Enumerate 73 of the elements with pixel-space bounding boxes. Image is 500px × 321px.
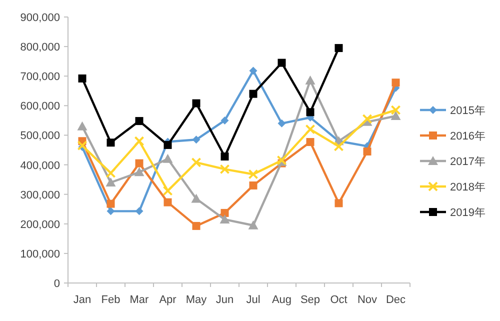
point bbox=[162, 154, 173, 163]
y-tick-label: 200,000 bbox=[20, 218, 60, 231]
y-tick-label: 100,000 bbox=[20, 248, 60, 260]
y-tick-label: 600,000 bbox=[20, 100, 60, 113]
point bbox=[191, 194, 202, 203]
point bbox=[135, 159, 144, 168]
point bbox=[278, 58, 286, 67]
point bbox=[220, 152, 229, 160]
x-tick-label: Aug bbox=[272, 294, 292, 306]
point bbox=[106, 207, 115, 216]
point bbox=[334, 141, 344, 152]
x-tick-label: Jun bbox=[216, 294, 234, 306]
point bbox=[78, 74, 86, 82]
x-tick-label: Feb bbox=[101, 294, 120, 306]
x-tick-label: Apr bbox=[159, 294, 177, 306]
point bbox=[134, 167, 144, 176]
point bbox=[164, 140, 172, 149]
x-tick-label: Mar bbox=[130, 294, 150, 306]
point bbox=[135, 207, 144, 216]
y-tick-label: 0 bbox=[54, 278, 60, 290]
point bbox=[305, 76, 316, 85]
x-tick-label: Nov bbox=[357, 294, 378, 306]
x-tick-label: May bbox=[186, 294, 208, 306]
point bbox=[77, 121, 88, 130]
point bbox=[164, 198, 172, 206]
point bbox=[220, 164, 230, 174]
point bbox=[249, 66, 258, 75]
point bbox=[278, 119, 286, 128]
point bbox=[306, 108, 314, 116]
point bbox=[162, 186, 173, 196]
point bbox=[305, 124, 316, 134]
point bbox=[192, 136, 200, 144]
y-tick-label: 800,000 bbox=[20, 42, 60, 54]
point bbox=[390, 105, 401, 116]
point bbox=[220, 214, 230, 224]
x-tick-label: Oct bbox=[330, 294, 348, 306]
point bbox=[191, 157, 202, 168]
point bbox=[106, 138, 115, 147]
point bbox=[106, 168, 116, 178]
point bbox=[249, 181, 258, 190]
point bbox=[362, 114, 372, 124]
point bbox=[220, 208, 229, 217]
legend-label: 2017年 bbox=[450, 156, 486, 168]
point bbox=[392, 78, 400, 87]
point bbox=[334, 199, 343, 208]
legend-label: 2018年 bbox=[450, 182, 486, 194]
x-tick-label: Jan bbox=[73, 294, 92, 306]
point bbox=[192, 222, 200, 230]
point bbox=[106, 178, 116, 187]
y-tick-label: 700,000 bbox=[20, 71, 60, 84]
point bbox=[77, 140, 88, 151]
x-tick-label: Jul bbox=[246, 294, 260, 306]
point bbox=[248, 220, 258, 230]
point bbox=[134, 136, 144, 146]
x-tick-label: Dec bbox=[386, 294, 406, 306]
legend-label: 2015年 bbox=[450, 105, 486, 117]
y-tick-label: 900,000 bbox=[20, 12, 60, 24]
point bbox=[106, 200, 115, 208]
y-tick-label: 500,000 bbox=[20, 130, 60, 142]
point bbox=[390, 111, 401, 120]
point bbox=[363, 147, 372, 156]
point bbox=[135, 117, 144, 126]
point bbox=[248, 169, 258, 180]
point bbox=[192, 99, 200, 108]
point bbox=[249, 90, 258, 98]
x-tick-label: Sep bbox=[300, 294, 320, 306]
point bbox=[220, 116, 229, 124]
legend-label: 2019年 bbox=[450, 207, 486, 219]
point bbox=[306, 138, 314, 146]
y-tick-label: 300,000 bbox=[20, 189, 60, 202]
legend-label: 2016年 bbox=[450, 130, 486, 142]
point bbox=[334, 44, 343, 52]
y-tick-label: 400,000 bbox=[20, 160, 60, 172]
